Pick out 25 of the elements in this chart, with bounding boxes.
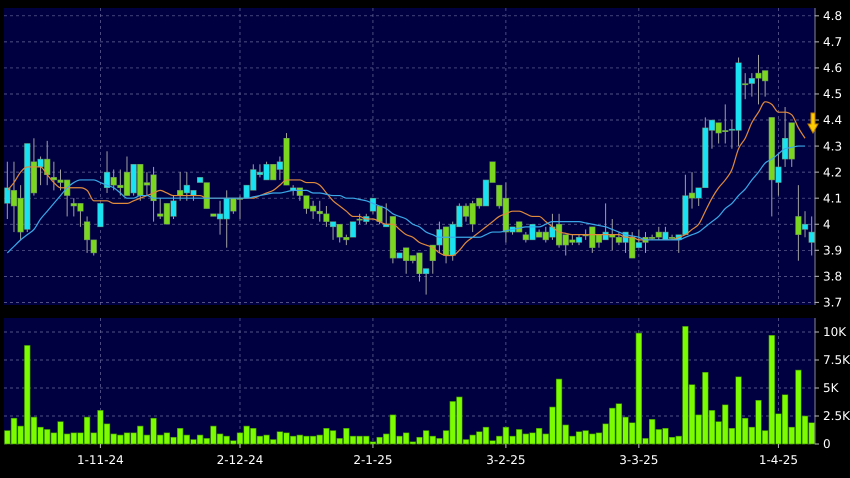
y-tick-label: 3.9 <box>823 243 842 258</box>
y-tick-label: 7.5K <box>823 353 850 368</box>
y-tick-label: 3.8 <box>823 270 842 284</box>
y-tick-label: 4.3 <box>823 139 842 154</box>
x-tick-label: 2-1-25 <box>353 453 393 467</box>
y-tick-label: 3.7 <box>823 296 842 310</box>
candlestick <box>97 202 104 228</box>
x-tick-label: 1-11-24 <box>76 453 124 467</box>
x-tick-label: 3-3-25 <box>619 453 658 467</box>
y-tick-label: 4.7 <box>823 35 842 50</box>
y-tick-label: 2.5K <box>823 409 850 424</box>
candlestick <box>808 216 815 256</box>
y-tick-label: 4.6 <box>823 61 842 76</box>
x-tick-label: 1-4-25 <box>758 453 798 467</box>
y-tick-label: 4.4 <box>823 113 842 128</box>
x-tick-label: 3-2-25 <box>486 453 526 467</box>
x-tick-label: 2-12-24 <box>216 453 264 467</box>
y-tick-label: 4.1 <box>823 191 842 206</box>
y-tick-label: 4.2 <box>823 165 842 180</box>
y-tick-label: 10K <box>823 325 848 340</box>
y-tick-label: 4.5 <box>823 87 842 102</box>
y-tick-label: 4 <box>823 217 831 232</box>
y-tick-label: 4.8 <box>823 9 842 24</box>
y-tick-label: 5K <box>823 381 840 396</box>
y-tick-label: 0 <box>823 437 831 452</box>
